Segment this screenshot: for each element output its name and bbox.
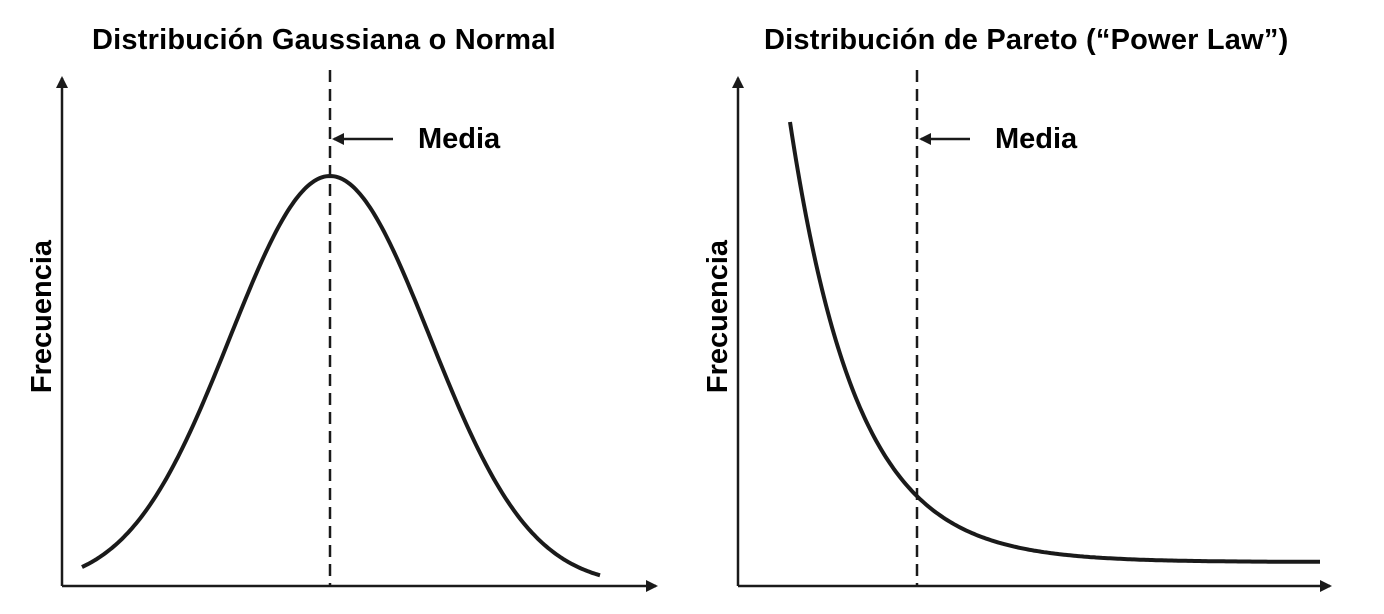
gaussian-chart-panel: Distribución Gaussiana o Normal Frecuenc… bbox=[0, 0, 680, 614]
chart-title: Distribución Gaussiana o Normal bbox=[92, 24, 556, 56]
gaussian-curve bbox=[81, 173, 601, 578]
pareto-chart-svg bbox=[732, 70, 1332, 592]
mean-annotation-label: Media bbox=[995, 123, 1078, 155]
gaussian-chart-svg bbox=[56, 70, 658, 592]
pareto-chart-panel: Distribución de Pareto (“Power Law”) Fre… bbox=[680, 0, 1384, 614]
mean-annotation-label: Media bbox=[418, 123, 501, 155]
power-law-curve bbox=[788, 121, 1320, 564]
chart-title: Distribución de Pareto (“Power Law”) bbox=[764, 24, 1289, 56]
